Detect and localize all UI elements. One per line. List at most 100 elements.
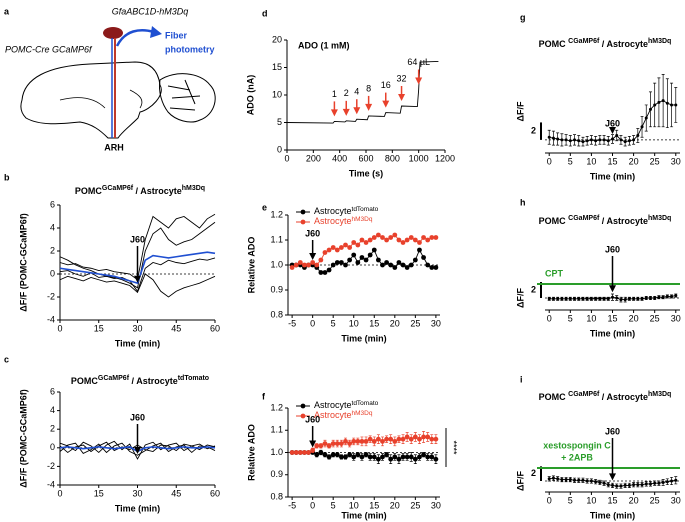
annotation: 1 xyxy=(332,89,337,99)
data-point xyxy=(363,257,369,263)
data-point xyxy=(351,454,357,460)
annotation: J60 xyxy=(130,234,145,244)
data-point xyxy=(632,483,636,487)
x-axis-label: Time (min) xyxy=(590,328,635,338)
data-point xyxy=(674,294,678,298)
y-tick-label: -2 xyxy=(47,461,55,471)
arrow-head xyxy=(609,127,616,135)
data-point xyxy=(297,450,303,455)
data-point xyxy=(326,247,332,253)
chart-title-part: GCaMP6f xyxy=(102,185,134,192)
data-point xyxy=(339,260,344,265)
x-tick-label: 5 xyxy=(568,313,573,323)
data-point xyxy=(619,298,623,302)
scale-bar-label: 2 xyxy=(531,468,536,478)
x-tick-label: 30 xyxy=(671,495,681,505)
data-point xyxy=(355,260,361,265)
data-point xyxy=(573,297,577,301)
annotation: 64 µL xyxy=(407,57,430,67)
data-point xyxy=(388,436,394,442)
data-point xyxy=(347,452,353,458)
panel-label: c xyxy=(4,354,9,364)
data-point xyxy=(343,262,348,268)
y-axis-label: ADO (nA) xyxy=(245,75,255,116)
scale-bar-label: 2 xyxy=(531,126,536,136)
panel-label: h xyxy=(520,197,526,207)
legend-marker xyxy=(300,209,306,215)
data-point xyxy=(330,245,336,250)
data-point xyxy=(408,436,414,442)
data-point xyxy=(602,297,606,301)
y-tick-label: 0.8 xyxy=(270,309,283,319)
data-point xyxy=(594,480,598,484)
data-point xyxy=(627,297,631,301)
x-tick-label: 15 xyxy=(94,488,104,498)
chart-title-part: hM3Dq xyxy=(648,38,671,45)
data-point xyxy=(433,265,439,270)
data-point xyxy=(623,483,627,487)
chart-title: POMC CGaMP6f / AstrocytehM3Dq xyxy=(539,215,672,227)
x-tick-label: 20 xyxy=(629,495,639,505)
data-point xyxy=(433,235,439,240)
data-point xyxy=(581,297,585,301)
readout-label: Fiber xyxy=(165,30,188,40)
chart-title-part: / Astrocyte xyxy=(599,216,648,226)
data-point xyxy=(310,260,316,265)
x-axis-label: Time (min) xyxy=(590,171,635,181)
data-point xyxy=(547,135,551,139)
data-point xyxy=(425,262,431,268)
data-point xyxy=(421,452,426,458)
panel-label: f xyxy=(262,391,266,401)
data-point xyxy=(606,139,610,143)
chart-title-part: POMC xyxy=(75,186,103,196)
data-point xyxy=(585,139,589,143)
x-tick-label: 25 xyxy=(650,313,660,323)
data-point xyxy=(392,438,398,444)
data-point xyxy=(602,138,606,142)
chart-title: POMC CGaMP6f / AstrocytehM3Dq xyxy=(539,391,672,403)
data-point xyxy=(665,101,669,105)
data-point xyxy=(400,436,406,442)
data-point xyxy=(396,436,402,442)
data-point xyxy=(318,443,324,449)
data-point xyxy=(334,260,340,265)
data-point xyxy=(594,297,598,301)
chart-title-part: / Astrocyte xyxy=(599,39,648,49)
chart-title: POMCGCaMP6f / AstrocytehM3Dq xyxy=(75,185,205,197)
x-tick-label: 0 xyxy=(547,313,552,323)
y-tick-label: 0 xyxy=(50,268,55,278)
legend-label: AstrocytetdTomato xyxy=(314,400,379,411)
data-point xyxy=(289,450,295,455)
data-point xyxy=(375,232,381,238)
chart-title-part: hM3Dq xyxy=(648,391,671,398)
arrow-head xyxy=(398,94,406,101)
data-point xyxy=(615,296,619,300)
chart-title-part: POMC xyxy=(71,376,99,386)
data-point xyxy=(632,138,636,142)
annotation: J60 xyxy=(305,228,320,238)
legend-marker xyxy=(300,413,306,419)
data-point xyxy=(640,297,644,301)
data-point xyxy=(343,242,348,248)
chart-title-part: tdTomato xyxy=(178,375,209,382)
data-point xyxy=(392,232,398,238)
data-point xyxy=(322,452,328,458)
data-point xyxy=(665,480,669,484)
arrow-head xyxy=(415,77,423,85)
data-point xyxy=(585,479,589,483)
x-tick-label: 20 xyxy=(629,156,639,166)
x-tick-label: 25 xyxy=(650,495,660,505)
data-point xyxy=(339,441,344,446)
brain-outline xyxy=(20,61,162,139)
data-point xyxy=(547,477,551,481)
data-point xyxy=(408,262,414,268)
legend-name: Astrocyte xyxy=(314,216,352,226)
data-point xyxy=(371,247,377,253)
data-point xyxy=(564,297,568,301)
annotation: J60 xyxy=(605,426,620,436)
annotation: 16 xyxy=(381,80,391,90)
annotation: 4 xyxy=(354,87,359,97)
panel-label: b xyxy=(4,172,10,182)
data-point xyxy=(577,139,581,143)
